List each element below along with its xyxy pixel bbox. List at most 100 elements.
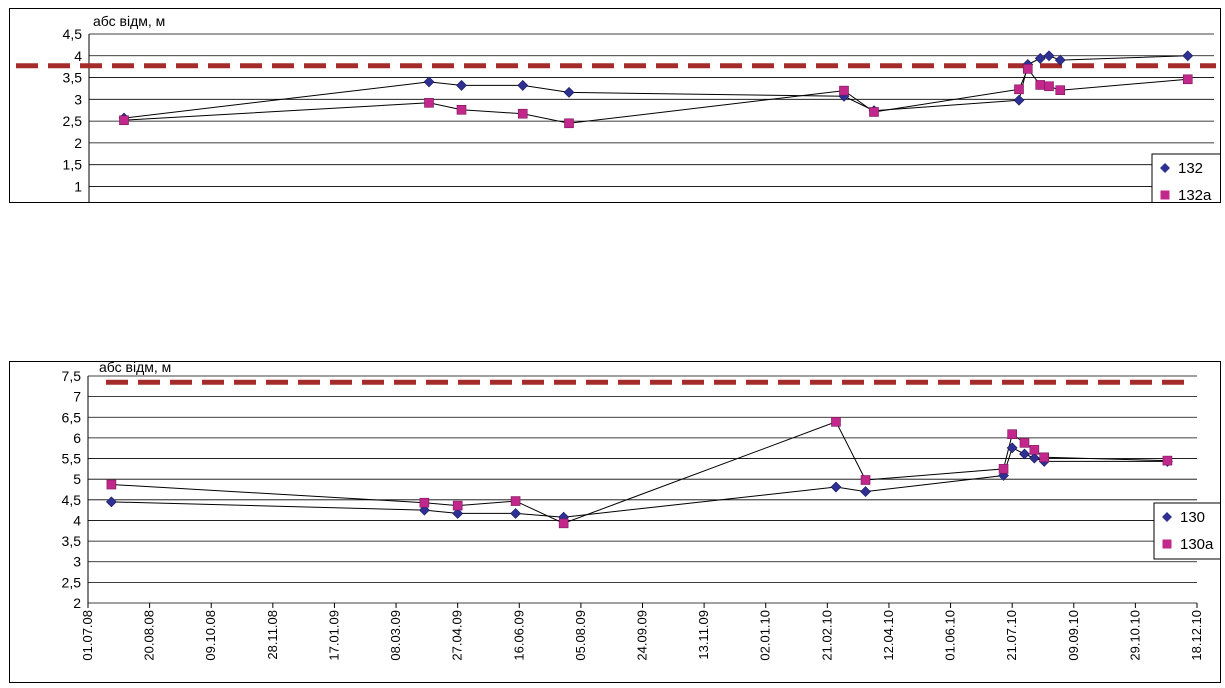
data-point-132а: [839, 85, 849, 96]
x-tick-label: 01.06.10: [943, 610, 958, 661]
data-point-130: [452, 508, 464, 519]
x-tick-label: 09.09.10: [1066, 610, 1081, 661]
y-tick-label: 4: [73, 512, 81, 528]
x-tick-label: 02.01.10: [758, 610, 773, 661]
y-tick-label: 6: [73, 430, 81, 446]
legend-box: [1153, 502, 1220, 560]
legend-marker: [1160, 190, 1170, 200]
data-point-132а: [1055, 85, 1066, 95]
legend: 132 132а: [1151, 153, 1220, 202]
data-point-132а: [517, 108, 528, 119]
data-point-130а: [860, 475, 871, 485]
y-axis-label: абс відм, м: [93, 13, 165, 29]
x-tick-label: 17.01.09: [326, 610, 341, 661]
y-tick-label: 4: [74, 48, 82, 64]
chart-panel-well-132: 00,511,522,533,544,501.07.0820.08.0809.1…: [9, 8, 1221, 203]
data-point-130а: [1039, 452, 1050, 463]
data-point-130а: [831, 417, 841, 427]
x-tick-label: 08.03.09: [388, 610, 403, 661]
data-point-132а: [869, 107, 879, 117]
y-tick-label: 5: [73, 471, 81, 487]
x-tick-label: 21.07.10: [1004, 610, 1019, 661]
y-tick-label: 5,5: [62, 451, 82, 467]
legend-label: 130: [1180, 509, 1205, 526]
x-tick-label: 27.04.09: [450, 610, 465, 661]
data-point-130: [105, 496, 117, 508]
data-point-130: [830, 481, 842, 493]
data-point-130а: [998, 464, 1009, 474]
data-point-130: [860, 486, 871, 497]
data-point-132а: [119, 115, 129, 126]
y-tick-label: 3: [74, 91, 82, 107]
chart-well-130: 2 2,5 3 3,5 4 4,5 5 5,5 6 6,5 7 7,5 01.07.08 20.08.08…: [62, 362, 1220, 661]
data-point-130а: [1162, 455, 1173, 466]
x-tick-label: 28.11.08: [265, 610, 280, 660]
y-tick-label: 3: [73, 554, 81, 570]
legend: 130 130а: [1153, 502, 1220, 560]
x-tick-label: 24.09.09: [635, 610, 650, 661]
x-tick-label: 20.08.08: [142, 610, 157, 661]
y-tick-label: 2: [74, 135, 82, 151]
x-tick-label: 05.08.09: [573, 610, 588, 661]
data-point-132: [1034, 52, 1046, 64]
data-point-132: [1182, 50, 1194, 62]
data-point-132: [1043, 50, 1055, 62]
y-tick-label: 4,5: [63, 26, 83, 42]
y-tick-label: 7,5: [62, 368, 82, 384]
x-tick-label: 29.10.10: [1127, 610, 1142, 661]
y-tick-label: 6,5: [62, 409, 82, 425]
legend-marker: [1162, 539, 1172, 549]
legend-label: 132а: [1178, 187, 1212, 202]
y-tick-label: 1: [74, 178, 82, 194]
data-point-132а: [1035, 80, 1046, 90]
legend-marker: [1162, 512, 1172, 522]
y-tick-label: 2,5: [63, 113, 83, 129]
data-point-130: [1006, 442, 1018, 454]
y-tick-label: 3,5: [62, 533, 82, 549]
data-point-132а: [1044, 81, 1054, 92]
chart-well-132: 00,511,522,533,544,501.07.0820.08.0809.1…: [16, 13, 1220, 202]
x-tick-label: 09.10.08: [203, 610, 218, 661]
legend-marker: [1160, 163, 1170, 173]
series-line-132а: [123, 67, 1188, 124]
y-axis-label: абс відм, м: [99, 362, 171, 375]
data-point-130а: [558, 518, 569, 529]
y-tick-label: 2,5: [62, 574, 82, 590]
y-tick-label: 2: [73, 595, 81, 611]
x-tick-label: 16.06.09: [511, 610, 526, 661]
x-tick-label: 01.07.08: [80, 610, 95, 661]
x-tick-label: 12.04.10: [881, 610, 896, 661]
y-tick-label: 7: [73, 389, 81, 405]
data-point-130: [418, 504, 430, 516]
x-tick-label: 18.12.10: [1189, 610, 1204, 661]
legend-label: 130а: [1180, 536, 1214, 553]
data-point-132: [423, 76, 435, 88]
data-point-130: [510, 508, 522, 519]
data-point-132а: [1014, 84, 1024, 95]
x-tick-label: 13.11.09: [696, 610, 711, 660]
y-tick-label: 3,5: [63, 70, 83, 86]
legend-label: 132: [1178, 160, 1203, 177]
data-point-130а: [106, 479, 117, 490]
data-point-132а: [424, 98, 434, 108]
y-tick-label: 1,5: [63, 157, 83, 173]
data-point-130а: [1029, 445, 1040, 455]
data-point-130: [1019, 448, 1030, 460]
data-point-130а: [452, 500, 463, 511]
data-point-132а: [1182, 74, 1193, 85]
data-point-132: [517, 79, 529, 91]
data-point-130а: [1019, 438, 1030, 448]
y-tick-label: 0,5: [63, 200, 83, 202]
data-point-132: [1013, 94, 1025, 106]
data-point-130а: [1007, 429, 1017, 439]
data-point-132а: [1022, 64, 1033, 74]
data-point-130а: [510, 496, 521, 506]
chart-panel-well-130: 2 2,5 3 3,5 4 4,5 5 5,5 6 6,5 7 7,5 01.07.08 20.08.08…: [9, 361, 1221, 683]
x-tick-label: 21.02.10: [819, 610, 834, 661]
data-point-130а: [419, 497, 430, 508]
data-point-132: [1054, 54, 1066, 66]
data-point-130: [1028, 452, 1040, 464]
data-point-132: [563, 86, 575, 98]
data-point-132а: [456, 104, 467, 115]
data-point-132а: [564, 118, 574, 129]
